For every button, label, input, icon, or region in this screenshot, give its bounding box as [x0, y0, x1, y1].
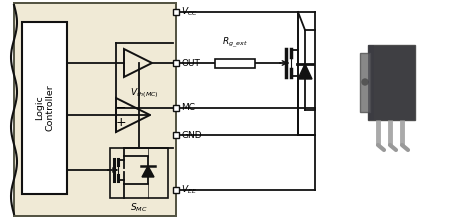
Text: $V_{EE}$: $V_{EE}$ — [181, 184, 197, 196]
Bar — [173, 105, 179, 111]
Text: OUT: OUT — [181, 58, 200, 68]
Text: $S_{MC}$: $S_{MC}$ — [130, 202, 148, 215]
Text: $V_{th(MC)}$: $V_{th(MC)}$ — [130, 86, 159, 100]
Text: $R_{g\_ext}$: $R_{g\_ext}$ — [222, 35, 248, 50]
Bar — [110, 148, 168, 198]
Bar — [14, 3, 176, 216]
Text: −: − — [116, 101, 126, 114]
Circle shape — [362, 79, 368, 85]
Bar — [368, 45, 415, 120]
Bar — [360, 53, 370, 112]
Text: $V_{CC}$: $V_{CC}$ — [181, 6, 198, 18]
Text: MC: MC — [181, 103, 195, 112]
Polygon shape — [298, 64, 312, 79]
Bar — [173, 60, 179, 66]
Bar — [173, 132, 179, 138]
Bar — [215, 58, 255, 68]
Text: GND: GND — [181, 130, 201, 140]
Polygon shape — [142, 166, 154, 177]
Bar — [22, 22, 67, 194]
Text: +: + — [116, 116, 126, 128]
Bar — [173, 187, 179, 193]
Bar — [368, 45, 374, 120]
Bar — [173, 9, 179, 15]
Text: Logic
Controller: Logic Controller — [35, 85, 54, 131]
